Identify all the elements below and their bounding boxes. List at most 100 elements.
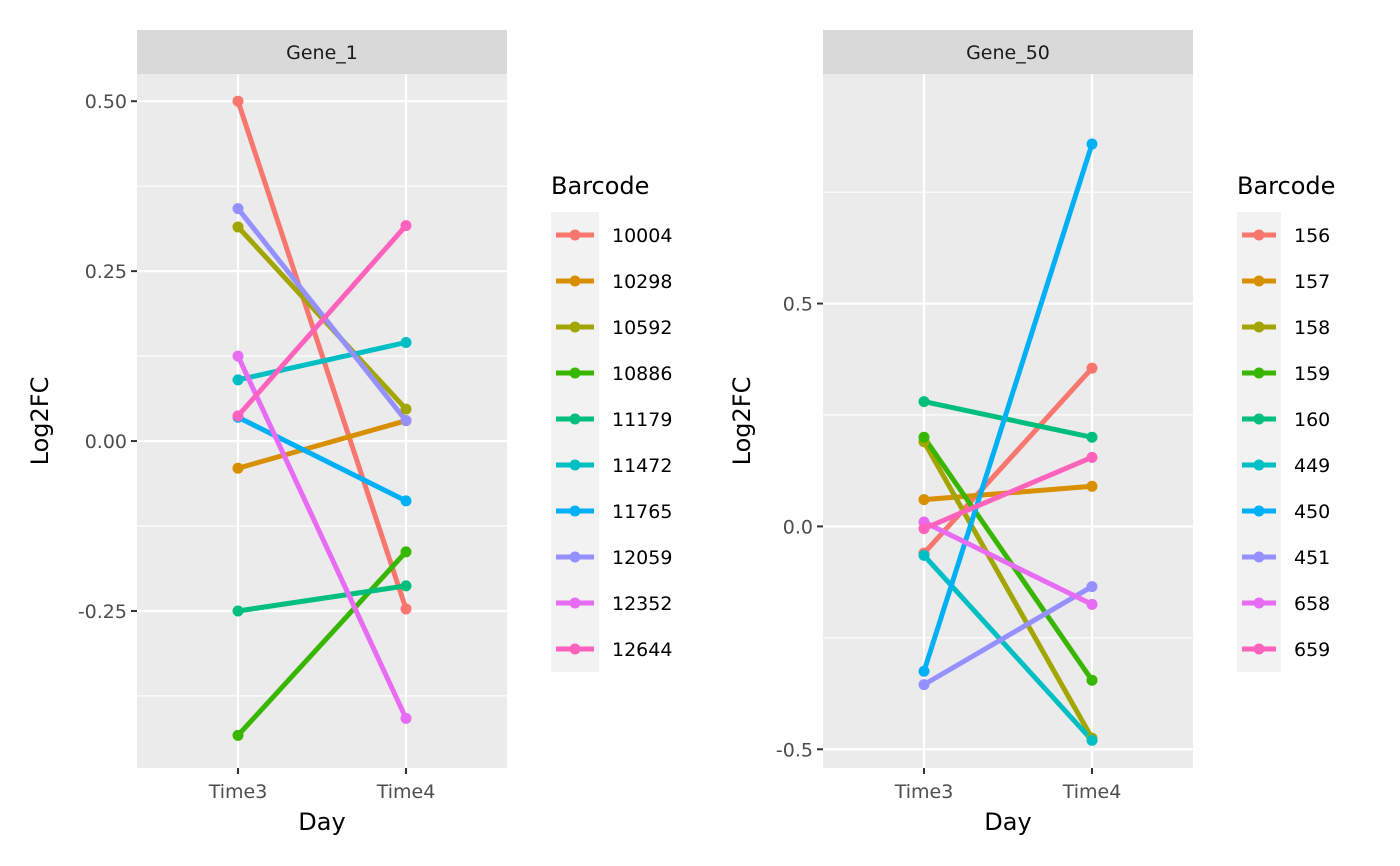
legend-label-158: 158 [1294, 317, 1330, 339]
data-point-10004-time4 [400, 603, 412, 615]
data-point-160-time4 [1086, 431, 1098, 443]
legend-label-659: 659 [1294, 639, 1330, 661]
data-point-450-time4 [1086, 138, 1098, 150]
legend-label-10004: 10004 [612, 225, 672, 247]
legend-label-658: 658 [1294, 593, 1330, 615]
x-tick-label: Time4 [376, 781, 436, 803]
data-point-11179-time3 [232, 605, 244, 617]
data-point-12644-time4 [400, 220, 412, 232]
series-line-10004 [235, 100, 409, 610]
data-point-11472-time3 [232, 374, 244, 386]
data-point-159-time3 [918, 431, 930, 443]
data-point-658-time4 [1086, 598, 1098, 610]
series-line-156 [922, 366, 1094, 555]
legend-key-background [1237, 212, 1281, 672]
data-point-10298-time3 [232, 462, 244, 474]
data-point-10592-time3 [232, 221, 244, 233]
y-tick-label: 0.5 [783, 294, 813, 316]
series-line-12352 [235, 355, 409, 720]
x-tick-label: Time3 [208, 781, 268, 803]
facet-panel-gene-50: Gene_50 -0.5 0.0 0.5 Time3 Time4 Day Log2FC Barc… [728, 30, 1335, 836]
legend-key-point [1253, 367, 1265, 379]
data-point-10886-time4 [400, 546, 412, 558]
series-line-11179 [237, 583, 407, 614]
y-tick-label: 0.25 [85, 261, 127, 283]
data-point-11179-time4 [400, 580, 412, 592]
data-point-12644-time3 [232, 410, 244, 422]
y-tick-label: 0.0 [783, 516, 813, 538]
y-tick-label: 0.50 [85, 91, 127, 113]
data-point-659-time3 [918, 523, 930, 535]
legend-title: Barcode [1237, 172, 1335, 200]
series-group [918, 138, 1098, 746]
data-point-10004-time3 [232, 95, 244, 107]
legend-key-point [1253, 551, 1265, 563]
legend-key-point [569, 505, 581, 517]
facet-strip-label: Gene_50 [966, 42, 1050, 64]
legend-label-12644: 12644 [612, 639, 672, 661]
legend-label-451: 451 [1294, 547, 1330, 569]
panel-background [137, 74, 507, 768]
legend-label-157: 157 [1294, 271, 1330, 293]
legend-key-point [569, 643, 581, 655]
series-group [232, 95, 412, 741]
legend-key-point [569, 367, 581, 379]
y-tick-label: -0.25 [78, 601, 127, 623]
x-axis-title: Day [298, 808, 345, 836]
series-line-158 [921, 440, 1095, 740]
data-point-449-time4 [1086, 734, 1098, 746]
legend-title: Barcode [551, 172, 649, 200]
legend-key-point [569, 551, 581, 563]
x-tick-label: Time3 [894, 781, 954, 803]
series-line-451 [922, 584, 1094, 687]
legend-key-point [569, 459, 581, 471]
legend-key-background [551, 212, 599, 672]
data-point-12059-time3 [232, 203, 244, 215]
legend-key-point [1253, 597, 1265, 609]
legend-key-point [569, 275, 581, 287]
legend-label-12352: 12352 [612, 593, 672, 615]
legend-label-449: 449 [1294, 455, 1330, 477]
y-axis-title: Log2FC [26, 377, 54, 466]
data-point-10592-time4 [400, 403, 412, 415]
legend-key-point [1253, 229, 1265, 241]
legend-label-11765: 11765 [612, 501, 672, 523]
legend-key-point [1253, 413, 1265, 425]
series-line-160 [923, 399, 1093, 440]
data-point-451-time3 [918, 679, 930, 691]
series-line-10298 [237, 418, 407, 471]
facet-strip [823, 30, 1193, 74]
y-axis-title: Log2FC [728, 377, 756, 466]
legend-label-10592: 10592 [612, 317, 672, 339]
data-point-157-time3 [918, 494, 930, 506]
data-point-12352-time4 [400, 712, 412, 724]
legend-label-11472: 11472 [612, 455, 672, 477]
legend-key-point [1253, 275, 1265, 287]
legend-label-10298: 10298 [612, 271, 672, 293]
y-tick-label: 0.00 [85, 431, 127, 453]
data-point-159-time4 [1086, 674, 1098, 686]
legend-label-160: 160 [1294, 409, 1330, 431]
legend-key-point [1253, 505, 1265, 517]
data-point-160-time3 [918, 396, 930, 408]
data-point-11472-time4 [400, 336, 412, 348]
facet-strip [137, 30, 507, 74]
series-line-12644 [236, 223, 408, 418]
series-line-11472 [237, 340, 407, 383]
series-line-159 [921, 435, 1095, 682]
legend-label-10886: 10886 [612, 363, 672, 385]
legend-key-point [1253, 459, 1265, 471]
series-line-450 [921, 143, 1095, 673]
legend-label-12059: 12059 [612, 547, 672, 569]
legend-label-156: 156 [1294, 225, 1330, 247]
x-tick-label: Time4 [1062, 781, 1122, 803]
y-tick-label: -0.5 [776, 739, 813, 761]
series-line-658 [922, 519, 1094, 607]
data-point-157-time4 [1086, 480, 1098, 492]
series-line-11765 [236, 415, 408, 504]
data-point-450-time3 [918, 665, 930, 677]
data-point-11765-time4 [400, 495, 412, 507]
series-line-10886 [236, 550, 408, 738]
x-axis-title: Day [984, 808, 1031, 836]
